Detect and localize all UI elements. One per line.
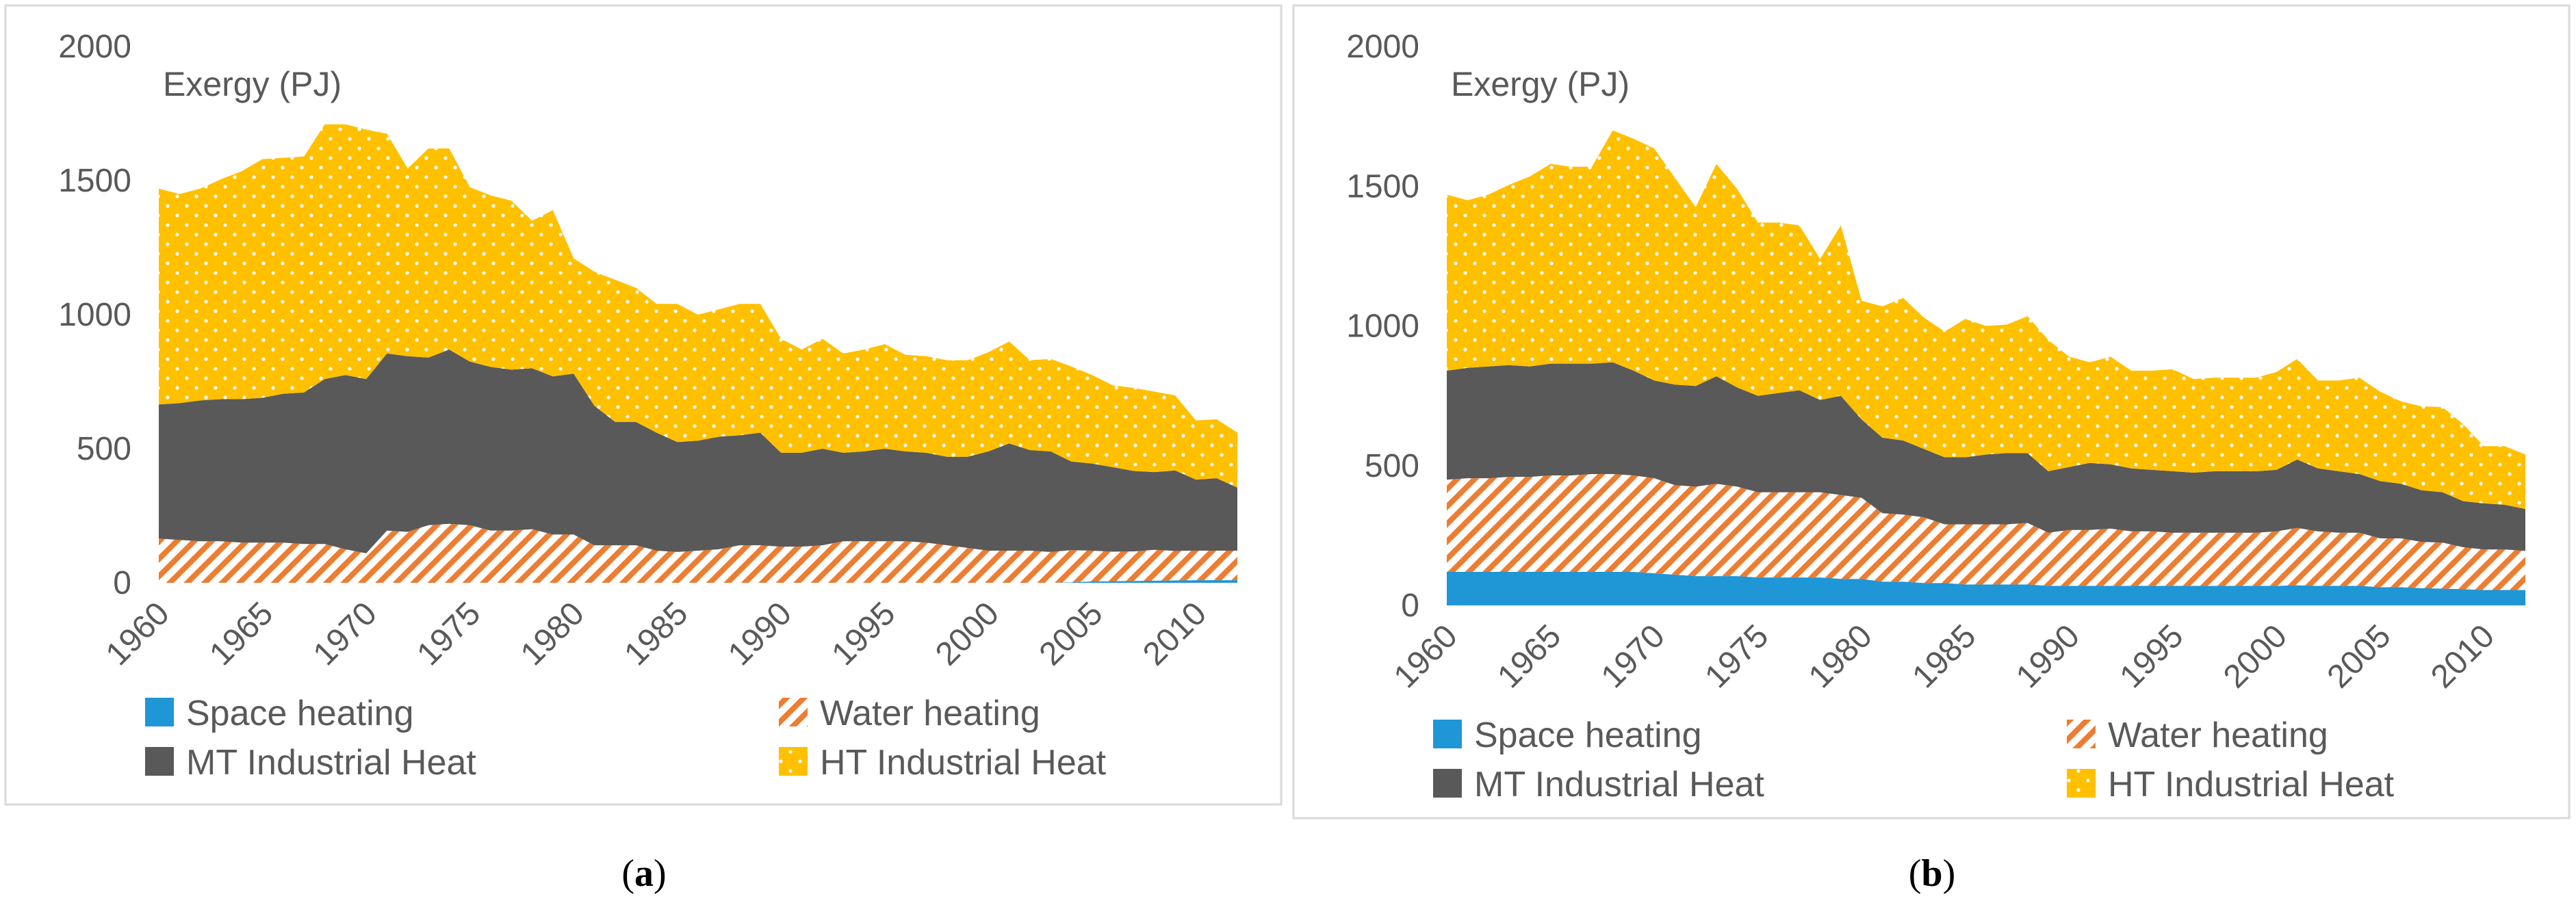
area-water-heating xyxy=(1447,474,2525,590)
area-space-heating xyxy=(1447,572,2525,605)
legend-label-ht-industrial-heat: HT Industrial Heat xyxy=(2108,765,2395,804)
area-ht-industrial-heat xyxy=(159,124,1237,488)
legend-label-water-heating: Water heating xyxy=(2108,716,2328,755)
area-mt-industrial-heat xyxy=(159,350,1237,553)
y-axis-label: Exergy (PJ) xyxy=(163,65,342,103)
legend-label-mt-industrial-heat: MT Industrial Heat xyxy=(1474,765,1764,804)
legend-swatch-space-heating xyxy=(1433,720,1462,748)
legend-label-space-heating: Space heating xyxy=(1474,716,1702,755)
legend-label-space-heating: Space heating xyxy=(186,694,414,733)
chart-panel-b: 0 500 1000 1500 2000 1960 1965 1970 1975 1980 1985… xyxy=(1288,0,2576,918)
legend-swatch-ht-industrial-heat xyxy=(779,747,808,776)
legend-swatch-water-heating xyxy=(779,698,808,726)
chart-caption: (b) xyxy=(1909,852,1955,895)
legend-swatch-ht-industrial-heat xyxy=(2067,769,2096,798)
legend-swatch-water-heating xyxy=(2067,720,2096,748)
area-water-heating xyxy=(159,523,1237,583)
area-space-heating xyxy=(159,580,1237,583)
y-tick-label: 500 xyxy=(77,431,131,467)
legend-swatch-mt-industrial-heat xyxy=(145,747,174,776)
y-tick-label: 1000 xyxy=(1346,309,1419,345)
legend-label-water-heating: Water heating xyxy=(820,694,1040,733)
y-tick-label: 2000 xyxy=(1346,29,1419,65)
y-tick-label: 500 xyxy=(1365,448,1419,484)
area-ht-industrial-heat xyxy=(1447,130,2525,510)
y-tick-label: 1500 xyxy=(58,163,131,199)
y-tick-label: 1000 xyxy=(58,297,131,333)
legend-label-mt-industrial-heat: MT Industrial Heat xyxy=(186,743,476,783)
y-tick-label: 0 xyxy=(113,565,131,601)
y-axis-label: Exergy (PJ) xyxy=(1451,65,1630,103)
chart-panel-a: 0 500 1000 1500 2000 1960 1965 1970 1975 1980 1985… xyxy=(4,4,1283,895)
legend-swatch-space-heating xyxy=(145,698,174,726)
chart-caption: (a) xyxy=(621,852,666,895)
area-mt-industrial-heat xyxy=(1447,362,2525,551)
y-tick-label: 0 xyxy=(1401,588,1419,624)
legend-label-ht-industrial-heat: HT Industrial Heat xyxy=(820,743,1107,783)
legend-swatch-mt-industrial-heat xyxy=(1433,769,1462,798)
y-tick-label: 1500 xyxy=(1346,168,1419,205)
y-tick-label: 2000 xyxy=(58,29,131,65)
